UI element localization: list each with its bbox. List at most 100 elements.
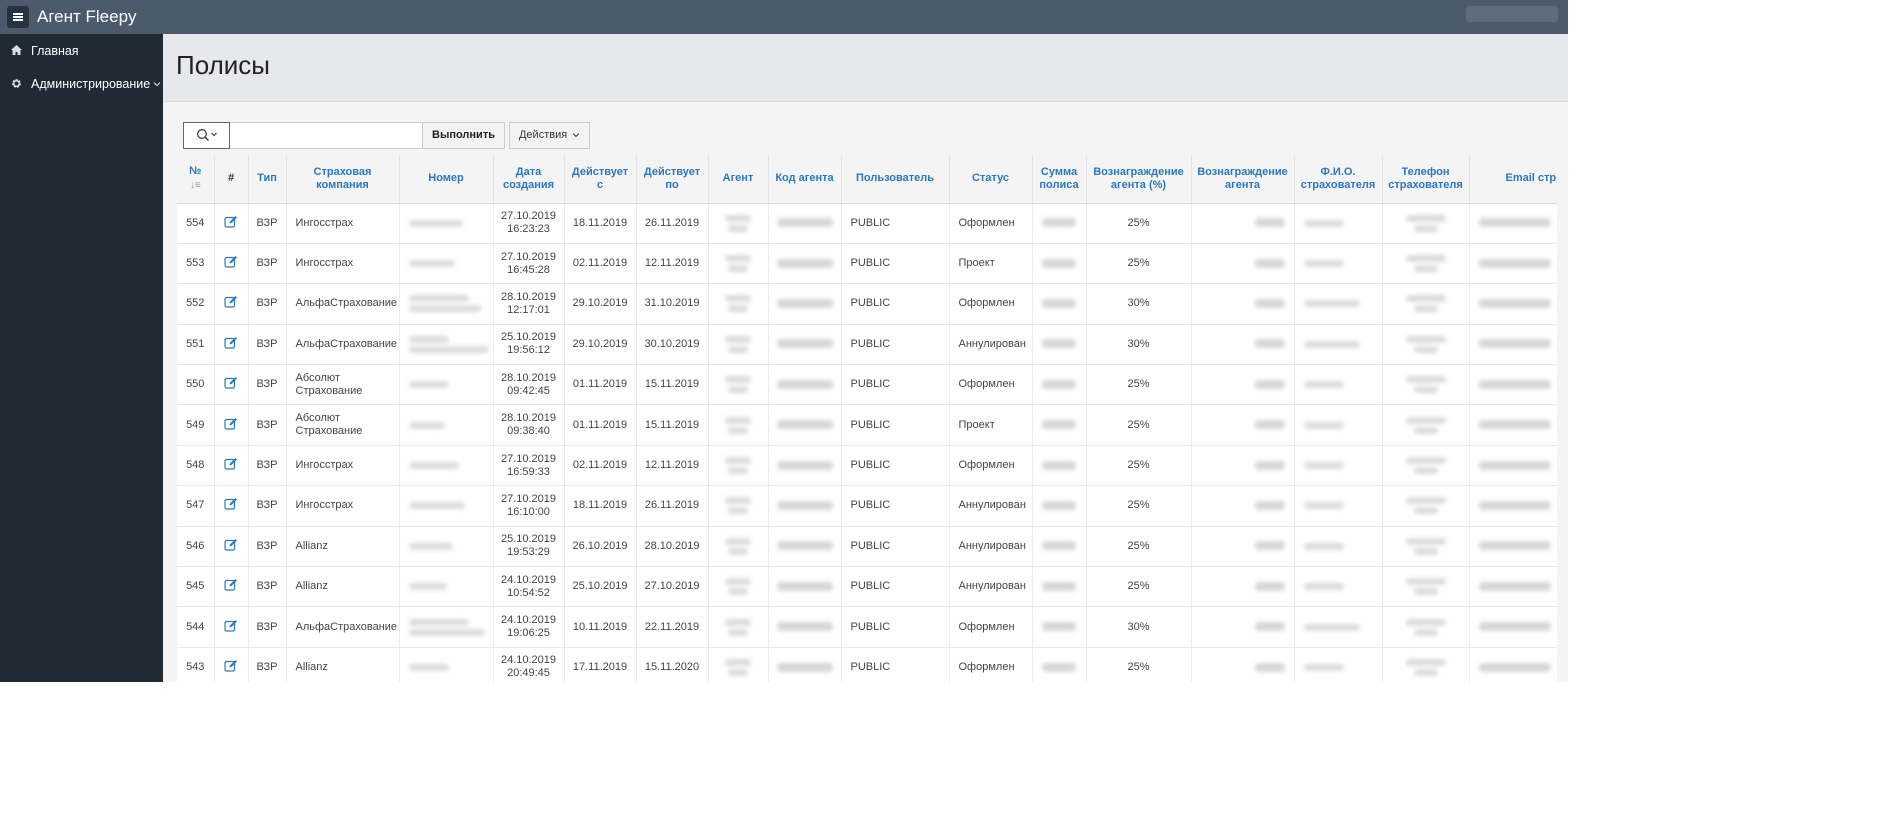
cell-number: 545	[177, 566, 215, 608]
column-header-agent-code[interactable]: Код агента	[768, 155, 842, 204]
search-column-button[interactable]	[183, 121, 230, 149]
edit-icon[interactable]	[224, 336, 238, 349]
menu-toggle-button[interactable]	[7, 6, 29, 28]
column-header-policy-number[interactable]: Номер	[399, 155, 494, 204]
sidebar-item-home[interactable]: Главная	[0, 34, 163, 67]
run-button[interactable]: Выполнить	[423, 121, 505, 149]
edit-icon[interactable]	[224, 538, 238, 551]
cell-insurer-name	[1294, 485, 1383, 527]
created-time: 09:38:40	[507, 425, 550, 438]
column-header-insurer-phone[interactable]: Телефон страхователя	[1382, 155, 1470, 204]
cell-company: Allianz	[286, 526, 400, 568]
edit-icon[interactable]	[224, 619, 238, 632]
cell-company: Абсолют Страхование	[286, 404, 400, 446]
app-title: Агент Fleepy	[37, 7, 137, 26]
edit-icon[interactable]	[224, 497, 238, 510]
table-row: 544 ВЗР АльфаСтрахование 24.10.2019 19:06:25…	[177, 606, 1557, 648]
top-navbar: Агент Fleepy	[0, 0, 1568, 34]
column-header-created[interactable]: Дата создания	[493, 155, 565, 204]
user-menu[interactable]	[1466, 6, 1558, 22]
column-header-user[interactable]: Пользователь	[841, 155, 950, 204]
cell-insurer-email	[1469, 203, 1557, 244]
cell-edit	[214, 364, 249, 406]
cell-agent	[708, 404, 769, 446]
column-header-type[interactable]: Тип	[248, 155, 287, 204]
cell-agent-code	[768, 445, 842, 487]
table-header-row: № ↓≡ # Тип Страховая компания Номер Дата …	[177, 155, 1557, 204]
cell-insurer-phone	[1382, 243, 1470, 285]
cell-number: 543	[177, 647, 215, 682]
cell-number: 551	[177, 324, 215, 366]
column-header-valid-to[interactable]: Действует по	[636, 155, 709, 204]
cell-valid-to: 28.10.2019	[636, 526, 709, 568]
edit-icon[interactable]	[224, 659, 238, 672]
cell-agent	[708, 364, 769, 406]
cell-policy-number	[399, 203, 494, 244]
cell-valid-to: 15.11.2019	[636, 404, 709, 446]
cell-insurer-name	[1294, 404, 1383, 446]
cell-type: ВЗР	[248, 606, 287, 648]
cell-insurer-email	[1469, 647, 1557, 682]
cell-agent	[708, 324, 769, 366]
edit-icon[interactable]	[224, 255, 238, 268]
column-header-status[interactable]: Статус	[949, 155, 1033, 204]
cell-valid-from: 26.10.2019	[564, 526, 637, 568]
sidebar-item-administration[interactable]: Администрирование	[0, 67, 163, 100]
cell-number: 554	[177, 203, 215, 244]
cell-valid-to: 30.10.2019	[636, 324, 709, 366]
created-time: 19:53:29	[507, 546, 550, 559]
cell-type: ВЗР	[248, 324, 287, 366]
cell-policy-sum	[1032, 526, 1087, 568]
cell-reward	[1191, 283, 1295, 325]
page-title: Полисы	[176, 50, 270, 80]
cell-number: 553	[177, 243, 215, 285]
search-input[interactable]	[230, 121, 423, 149]
column-header-reward-percent[interactable]: Вознаграждение агента (%)	[1086, 155, 1192, 204]
cell-insurer-phone	[1382, 485, 1470, 527]
column-header-insurer-email[interactable]: Email стр	[1469, 155, 1557, 204]
column-header-insurer-name[interactable]: Ф.И.О. страхователя	[1294, 155, 1383, 204]
policies-table-wrapper: № ↓≡ # Тип Страховая компания Номер Дата …	[177, 155, 1557, 682]
cell-company: Абсолют Страхование	[286, 364, 400, 406]
edit-icon[interactable]	[224, 578, 238, 591]
cell-reward-percent: 25%	[1086, 445, 1192, 487]
created-time: 19:56:12	[507, 344, 550, 357]
cell-valid-to: 15.11.2020	[636, 647, 709, 682]
table-body: 554 ВЗР Ингосстрах 27.10.2019 16:23:23 18.11.…	[177, 203, 1557, 682]
cell-status: Аннулирован	[949, 485, 1033, 527]
cell-user: PUBLIC	[841, 283, 950, 325]
cell-type: ВЗР	[248, 566, 287, 608]
cell-policy-sum	[1032, 404, 1087, 446]
edit-icon[interactable]	[224, 376, 238, 389]
cell-type: ВЗР	[248, 203, 287, 244]
cell-valid-to: 15.11.2019	[636, 364, 709, 406]
column-header-reward[interactable]: Вознаграждение агента	[1191, 155, 1295, 204]
actions-menu-button[interactable]: Действия	[508, 121, 591, 149]
created-time: 16:23:23	[507, 223, 550, 236]
cell-policy-number	[399, 324, 494, 366]
created-time: 20:49:45	[507, 667, 550, 680]
edit-icon[interactable]	[224, 417, 238, 430]
cell-insurer-email	[1469, 404, 1557, 446]
edit-icon[interactable]	[224, 457, 238, 470]
column-header-number[interactable]: № ↓≡	[177, 155, 215, 204]
cell-insurer-name	[1294, 606, 1383, 648]
cell-status: Проект	[949, 243, 1033, 285]
edit-icon[interactable]	[224, 215, 238, 228]
home-icon	[10, 44, 22, 57]
cell-agent-code	[768, 203, 842, 244]
cell-type: ВЗР	[248, 526, 287, 568]
cell-reward-percent: 25%	[1086, 485, 1192, 527]
cell-insurer-email	[1469, 445, 1557, 487]
edit-icon[interactable]	[224, 295, 238, 308]
chevron-down-icon	[572, 133, 580, 138]
table-row: 547 ВЗР Ингосстрах 27.10.2019 16:10:00 18.11.…	[177, 485, 1557, 527]
cell-user: PUBLIC	[841, 404, 950, 446]
column-header-agent[interactable]: Агент	[708, 155, 769, 204]
cell-insurer-email	[1469, 526, 1557, 568]
created-date: 27.10.2019	[500, 210, 557, 223]
column-header-policy-sum[interactable]: Сумма полиса	[1032, 155, 1087, 204]
column-header-valid-from[interactable]: Действует с	[564, 155, 637, 204]
column-header-company[interactable]: Страховая компания	[286, 155, 400, 204]
cell-created: 27.10.2019 16:59:33	[493, 445, 565, 487]
